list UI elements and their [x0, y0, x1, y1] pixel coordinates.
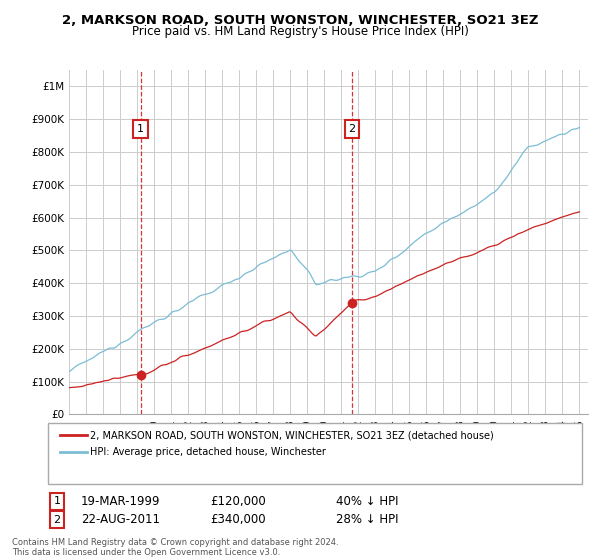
Text: 19-MAR-1999: 19-MAR-1999 [81, 494, 161, 508]
Text: 2: 2 [53, 515, 61, 525]
Text: 2: 2 [349, 124, 356, 134]
Text: £340,000: £340,000 [210, 513, 266, 526]
Text: 2, MARKSON ROAD, SOUTH WONSTON, WINCHESTER, SO21 3EZ: 2, MARKSON ROAD, SOUTH WONSTON, WINCHEST… [62, 14, 538, 27]
Text: 40% ↓ HPI: 40% ↓ HPI [336, 494, 398, 508]
Text: £120,000: £120,000 [210, 494, 266, 508]
Text: 22-AUG-2011: 22-AUG-2011 [81, 513, 160, 526]
Text: 1: 1 [53, 496, 61, 506]
Text: Price paid vs. HM Land Registry's House Price Index (HPI): Price paid vs. HM Land Registry's House … [131, 25, 469, 38]
Text: Contains HM Land Registry data © Crown copyright and database right 2024.
This d: Contains HM Land Registry data © Crown c… [12, 538, 338, 557]
Text: 28% ↓ HPI: 28% ↓ HPI [336, 513, 398, 526]
Text: HPI: Average price, detached house, Winchester: HPI: Average price, detached house, Winc… [90, 447, 326, 457]
Text: 2, MARKSON ROAD, SOUTH WONSTON, WINCHESTER, SO21 3EZ (detached house): 2, MARKSON ROAD, SOUTH WONSTON, WINCHEST… [90, 430, 494, 440]
Text: 1: 1 [137, 124, 144, 134]
